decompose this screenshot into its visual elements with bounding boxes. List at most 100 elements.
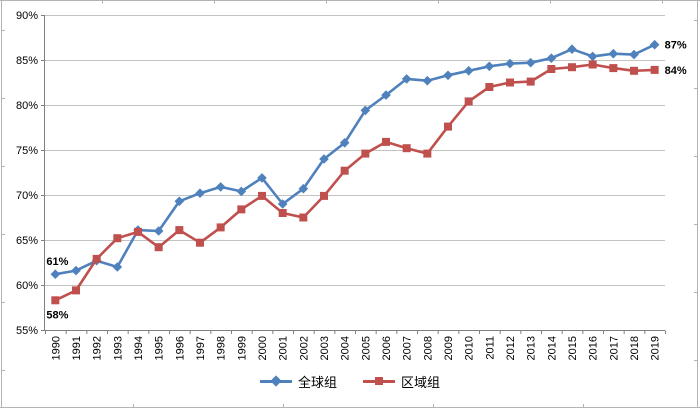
x-tick-label: 1998	[216, 336, 228, 360]
square-marker-icon	[363, 376, 395, 386]
diamond-marker-icon	[259, 375, 292, 387]
series-regional-group	[51, 60, 659, 305]
data-point	[608, 48, 619, 59]
data-point	[258, 191, 266, 200]
data-point	[320, 191, 328, 200]
data-point	[134, 227, 142, 236]
data-point	[629, 49, 639, 60]
data-point	[299, 213, 308, 222]
y-tick-label: 80%	[16, 100, 38, 112]
data-point	[568, 63, 576, 72]
data-point	[630, 66, 638, 75]
x-tick-label: 2018	[629, 336, 641, 360]
y-tick-label: 55%	[16, 325, 38, 337]
legend-item-global-group: 全球组	[259, 372, 337, 391]
x-tick-label: 2017	[608, 336, 620, 360]
data-point	[361, 149, 370, 158]
data-point	[587, 51, 598, 62]
legend-item-regional-group: 区域组	[363, 372, 440, 391]
y-gridlines	[44, 15, 665, 286]
x-tick-label: 2001	[278, 336, 290, 360]
data-point	[195, 188, 205, 198]
data-point	[236, 186, 247, 197]
x-tick-label: 2007	[402, 336, 414, 360]
data-point	[216, 223, 225, 232]
y-tick-label: 85%	[16, 55, 38, 67]
x-tick-label: 2003	[319, 336, 331, 360]
data-point	[525, 57, 536, 68]
x-tick-label: 2011	[484, 336, 496, 360]
data-point	[382, 137, 390, 146]
point-label: 61%	[46, 256, 68, 268]
data-point	[92, 254, 101, 263]
data-point	[422, 75, 433, 86]
data-point	[174, 196, 185, 207]
data-point	[463, 66, 474, 76]
x-tick-label: 1991	[71, 336, 83, 360]
data-point	[464, 97, 473, 106]
x-tick-label: 1995	[154, 336, 166, 360]
x-tick-label: 1999	[236, 336, 248, 360]
y-tick-label: 90%	[16, 10, 38, 22]
data-point	[649, 39, 660, 50]
data-point	[650, 65, 659, 74]
x-axis-labels: 1990 1991 1992 1993 1994 1995 1996 1997 1998 1999…	[50, 336, 661, 360]
data-point	[546, 53, 557, 63]
data-point	[113, 234, 122, 243]
data-point	[485, 83, 494, 91]
x-tick-label: 1996	[174, 336, 186, 360]
data-labels: 61% 58% 87% 84%	[46, 40, 687, 322]
data-point	[257, 173, 267, 183]
data-point	[588, 60, 597, 69]
x-tick-label: 2000	[257, 336, 269, 360]
data-point	[175, 226, 184, 235]
data-point	[319, 154, 329, 164]
data-point	[484, 61, 495, 72]
x-tick-label: 2004	[340, 336, 352, 360]
x-tick-label: 1997	[195, 336, 207, 360]
x-tick-label: 1990	[50, 336, 62, 360]
y-axis-labels: 55% 60% 65% 70% 75% 80% 85% 90%	[16, 10, 38, 337]
x-tick-label: 1993	[112, 336, 124, 360]
data-point	[360, 105, 371, 116]
data-point	[340, 166, 349, 175]
data-point	[51, 296, 60, 305]
data-point	[277, 199, 288, 209]
x-tick-label: 2012	[505, 336, 517, 360]
data-point	[50, 269, 61, 279]
axes	[41, 15, 666, 334]
data-point	[505, 58, 515, 69]
data-point	[339, 138, 350, 148]
legend-label-global-group: 全球组	[297, 374, 337, 390]
data-point	[609, 64, 618, 73]
x-tick-label: 2019	[650, 336, 662, 360]
x-tick-label: 2002	[298, 336, 310, 360]
y-tick-label: 70%	[16, 190, 38, 202]
x-tick-label: 1992	[92, 336, 104, 360]
point-label: 87%	[665, 40, 687, 52]
data-point	[381, 90, 391, 100]
x-tick-label: 2010	[464, 336, 476, 360]
x-tick-label: 2008	[422, 336, 434, 360]
data-point	[506, 78, 514, 87]
data-point	[526, 77, 535, 86]
y-tick-label: 60%	[16, 280, 38, 292]
data-point	[401, 74, 412, 84]
x-tick-label: 1994	[133, 336, 145, 360]
data-point	[443, 70, 453, 81]
data-point	[423, 149, 432, 158]
legend-label-regional-group: 区域组	[401, 374, 441, 390]
data-point	[196, 238, 204, 247]
data-point	[71, 265, 81, 276]
series-global-group	[50, 39, 660, 279]
point-label: 58%	[46, 309, 68, 321]
data-point	[154, 243, 163, 252]
data-point	[567, 44, 577, 54]
x-tick-label: 2006	[381, 336, 393, 360]
point-label: 84%	[665, 65, 687, 77]
data-point	[237, 205, 246, 214]
data-point	[298, 183, 309, 194]
chart-legend: 全球组 区域组	[0, 372, 700, 390]
